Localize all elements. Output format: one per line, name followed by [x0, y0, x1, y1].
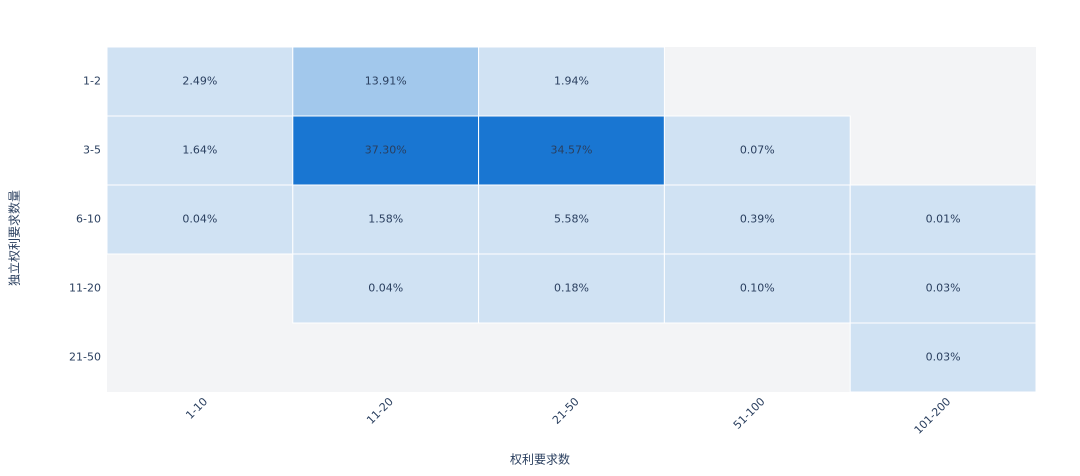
x-tick-label: 21-50	[550, 395, 582, 427]
cell-label: 5.58%	[554, 213, 589, 226]
cell-label: 0.03%	[926, 282, 961, 295]
y-tick-label: 1-2	[83, 75, 101, 88]
cell-label: 0.03%	[926, 351, 961, 364]
cell-label: 1.64%	[182, 144, 217, 157]
cell-label: 1.58%	[368, 213, 403, 226]
cell-label: 0.07%	[740, 144, 775, 157]
cell-label: 2.49%	[182, 75, 217, 88]
cell-label: 0.10%	[740, 282, 775, 295]
x-tick-label: 51-100	[731, 395, 768, 432]
x-tick-label: 11-20	[364, 395, 396, 427]
cell-label: 13.91%	[365, 75, 407, 88]
cell-label: 34.57%	[551, 144, 593, 157]
cell-label: 0.01%	[926, 213, 961, 226]
cell-label: 37.30%	[365, 144, 407, 157]
cell-label: 0.39%	[740, 213, 775, 226]
x-tick-label: 101-200	[912, 395, 954, 437]
x-tick-label: 1-10	[183, 395, 210, 422]
x-axis-title: 权利要求数	[510, 452, 570, 467]
cell-label: 0.04%	[182, 213, 217, 226]
y-tick-label: 3-5	[83, 144, 101, 157]
chart: 权利要求数 独立权利要求数量 1-2 2.49% 13.91% 1.94% 3-5 1.6…	[0, 0, 1080, 476]
cell-label: 0.04%	[368, 282, 403, 295]
cell-label: 0.18%	[554, 282, 589, 295]
y-axis-title: 独立权利要求数量	[7, 190, 22, 286]
y-tick-label: 6-10	[76, 213, 101, 226]
y-tick-label: 21-50	[69, 351, 101, 364]
cell-label: 1.94%	[554, 75, 589, 88]
y-tick-label: 11-20	[69, 282, 101, 295]
